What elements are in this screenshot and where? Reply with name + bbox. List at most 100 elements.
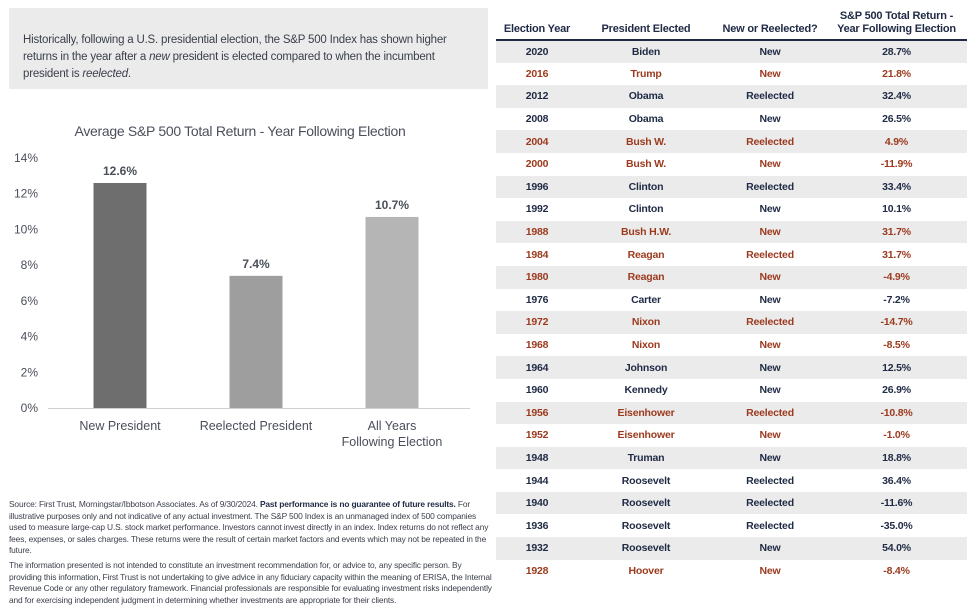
cell-new-or-reelected: Reelected <box>714 175 826 199</box>
cell-total-return: 32.4% <box>826 85 967 108</box>
cell-new-or-reelected: New <box>759 158 781 171</box>
cell-new-or-reelected: New <box>714 446 826 470</box>
table-row: 1968 Nixon New -8.5% <box>496 334 967 357</box>
cell-total-return: 26.9% <box>882 384 911 397</box>
cell-president: Bush H.W. <box>578 220 714 244</box>
cell-election-year: 2004 <box>496 130 578 153</box>
table-row: 2008 Obama New 26.5% <box>496 108 967 131</box>
cell-new-or-reelected: New <box>714 40 826 63</box>
cell-election-year: 1992 <box>525 203 549 216</box>
cell-new-or-reelected: New <box>714 265 826 289</box>
cell-new-or-reelected: New <box>759 339 781 352</box>
cell-election-year: 1968 <box>525 339 549 352</box>
intro-em-new: new <box>149 51 170 63</box>
table-row: 1928 Hoover New -8.4% <box>496 560 967 583</box>
cell-president: Reagan <box>578 265 714 289</box>
footnote-source-text: Source: First Trust, Morningstar/Ibbotso… <box>9 499 260 509</box>
cell-new-or-reelected: New <box>759 429 781 442</box>
header-new-or-reelected: New or Reelected? <box>714 4 826 41</box>
table-row: 1980 Reagan New -4.9% <box>496 265 967 289</box>
y-tick-label: 6% <box>21 294 39 308</box>
cell-election-year: 1976 <box>525 293 549 306</box>
y-tick-label: 10% <box>14 222 38 236</box>
cell-total-return: 28.7% <box>826 40 967 63</box>
cell-election-year: 1952 <box>525 429 549 442</box>
cell-total-return: 33.4% <box>826 175 967 199</box>
cell-total-return: -1.0% <box>883 429 910 442</box>
cell-total-return: 21.8% <box>882 67 911 80</box>
category-label: Reelected President <box>200 419 313 433</box>
footnote-source: Source: First Trust, Morningstar/Ibbotso… <box>9 499 493 557</box>
table-row: 1944 Roosevelt Reelected 36.4% <box>496 469 967 492</box>
cell-new-or-reelected: New <box>759 293 781 306</box>
cell-election-year: 1960 <box>525 384 549 397</box>
cell-election-year: 1932 <box>496 537 578 560</box>
table-row: 2000 Bush W. New -11.9% <box>496 153 967 176</box>
cell-president: Nixon <box>631 339 661 352</box>
bar-chart: 0% 2% 4% 6% 8% 10% 12% 14% 12.6% New President 7.4… <box>14 151 470 449</box>
bar <box>229 275 283 408</box>
cell-election-year: 1980 <box>496 265 578 289</box>
cell-president: Carter <box>631 293 661 306</box>
cell-president: Johnson <box>578 356 714 379</box>
table-row: 1960 Kennedy New 26.9% <box>496 379 967 402</box>
bar-data-label: 10.7% <box>375 198 409 212</box>
cell-total-return: 36.4% <box>882 474 911 487</box>
table-row: 1976 Carter New -7.2% <box>496 289 967 312</box>
cell-president: Roosevelt <box>578 491 714 515</box>
cell-new-or-reelected: Reelected <box>714 401 826 425</box>
cell-president: Kennedy <box>624 384 668 397</box>
cell-president: Eisenhower <box>578 401 714 425</box>
bar <box>365 216 419 408</box>
category-label: All Years <box>368 419 417 433</box>
cell-president: Eisenhower <box>617 429 675 442</box>
cell-president: Roosevelt <box>578 537 714 560</box>
table-row: 2016 Trump New 21.8% <box>496 63 967 86</box>
category-label: New President <box>79 419 161 433</box>
election-returns-table: Election Year President Elected New or R… <box>496 4 967 582</box>
cell-total-return: -14.7% <box>826 311 967 334</box>
table-row: 1940 Roosevelt Reelected -11.6% <box>496 491 967 515</box>
cell-total-return: 12.5% <box>826 356 967 379</box>
source-footnote: Source: First Trust, Morningstar/Ibbotso… <box>9 499 493 609</box>
cell-election-year: 1956 <box>496 401 578 425</box>
cell-new-or-reelected: Reelected <box>746 248 794 261</box>
y-tick-label: 4% <box>21 330 39 344</box>
table-row: 1984 Reagan Reelected 31.7% <box>496 243 967 266</box>
cell-new-or-reelected: Reelected <box>746 519 794 532</box>
table-header-row: Election Year President Elected New or R… <box>496 4 967 41</box>
cell-total-return: -35.0% <box>880 519 913 532</box>
cell-president: Obama <box>628 113 664 126</box>
y-tick-label: 2% <box>21 365 39 379</box>
cell-election-year: 1996 <box>496 175 578 199</box>
cell-president: Hoover <box>628 564 664 577</box>
cell-total-return: 18.8% <box>826 446 967 470</box>
cell-total-return: 31.7% <box>882 248 911 261</box>
cell-total-return: 10.1% <box>882 203 911 216</box>
cell-president: Clinton <box>628 203 664 216</box>
table-row: 1956 Eisenhower Reelected -10.8% <box>496 401 967 425</box>
cell-president: Reagan <box>627 248 665 261</box>
header-election-year: Election Year <box>496 4 578 41</box>
cell-total-return: 54.0% <box>826 537 967 560</box>
cell-president: Roosevelt <box>621 519 671 532</box>
intro-em-reelected: reelected <box>82 68 128 80</box>
cell-new-or-reelected: New <box>759 203 781 216</box>
cell-new-or-reelected: New <box>759 113 781 126</box>
cell-new-or-reelected: Reelected <box>714 85 826 108</box>
cell-election-year: 1940 <box>496 491 578 515</box>
header-total-return: S&P 500 Total Return - Year Following Ele… <box>826 4 967 41</box>
cell-election-year: 1928 <box>525 564 549 577</box>
cell-election-year: 2020 <box>496 40 578 63</box>
y-tick-label: 0% <box>21 401 39 415</box>
cell-new-or-reelected: New <box>714 220 826 244</box>
cell-election-year: 1984 <box>525 248 549 261</box>
cell-total-return: -11.9% <box>880 158 913 171</box>
cell-president: Obama <box>578 85 714 108</box>
table-row: 1972 Nixon Reelected -14.7% <box>496 311 967 334</box>
cell-election-year: 1988 <box>496 220 578 244</box>
y-tick-label: 8% <box>21 258 39 272</box>
cell-new-or-reelected: Reelected <box>714 311 826 334</box>
y-tick-label: 14% <box>14 151 38 165</box>
table-row: 1964 Johnson New 12.5% <box>496 356 967 379</box>
